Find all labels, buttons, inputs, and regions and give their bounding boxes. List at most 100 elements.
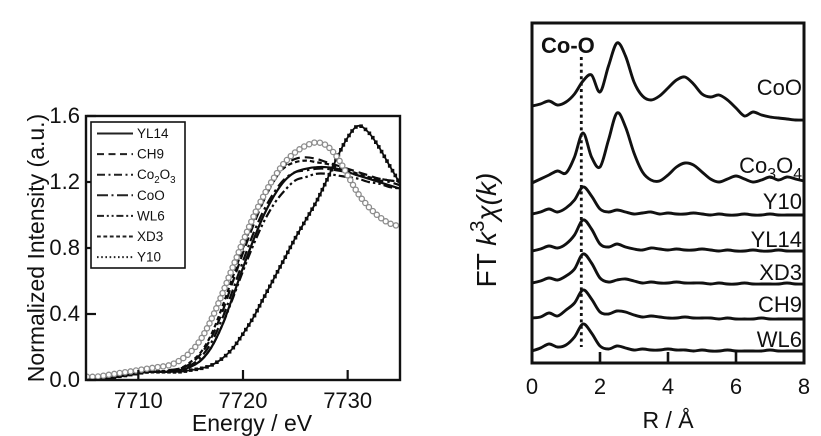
square-marker — [344, 138, 348, 142]
circle-marker — [105, 371, 113, 379]
circle-marker — [382, 218, 389, 225]
square-marker — [265, 289, 269, 293]
exafs-chart: R / Å FT k3χ(k) Co-O CoO Co3O4 Y10 YL14 XD3 C… — [467, 21, 810, 433]
legend-label: WL6 — [137, 208, 165, 223]
y-tick-label: 0.0 — [49, 367, 80, 392]
circle-marker — [321, 141, 329, 148]
square-marker — [219, 357, 224, 361]
circle-marker — [291, 149, 299, 156]
square-marker — [260, 299, 264, 303]
x-tick-label: 6 — [730, 374, 742, 399]
circle-marker — [221, 284, 228, 292]
square-marker — [334, 157, 338, 162]
square-marker — [291, 240, 295, 245]
square-marker — [322, 182, 327, 187]
square-marker — [145, 370, 149, 374]
square-marker — [237, 336, 242, 341]
circle-marker — [283, 156, 291, 164]
circle-marker — [206, 320, 213, 327]
circle-marker — [227, 269, 234, 276]
square-marker — [377, 145, 381, 149]
circle-marker — [154, 363, 161, 371]
circle-marker — [100, 372, 107, 379]
circle-marker — [276, 165, 284, 172]
circle-marker — [280, 160, 287, 168]
square-marker — [244, 327, 248, 332]
circle-marker — [333, 153, 340, 160]
legend-row-CoO: CoO — [97, 188, 165, 203]
square-marker — [367, 131, 372, 136]
square-marker — [320, 187, 325, 192]
circle-marker — [250, 213, 257, 220]
x-tick-label: 7720 — [219, 388, 268, 413]
square-marker — [194, 367, 199, 372]
square-marker — [107, 376, 111, 380]
series-label-Y10: Y10 — [763, 189, 802, 214]
square-marker — [280, 260, 285, 264]
square-marker — [227, 350, 232, 354]
series-label-Co3O4: Co3O4 — [739, 153, 802, 183]
square-marker — [167, 370, 171, 374]
circle-marker — [259, 193, 267, 201]
circle-marker — [341, 167, 349, 174]
square-marker — [350, 129, 354, 133]
left-y-axis-title: Normalized Intensity (a.u.) — [23, 114, 49, 382]
square-marker — [205, 365, 209, 369]
circle-marker — [94, 373, 102, 380]
circle-marker — [241, 233, 249, 241]
square-marker — [341, 143, 346, 147]
circle-marker — [377, 214, 385, 222]
series-label-XD3: XD3 — [759, 260, 802, 285]
legend-row-CH9: CH9 — [97, 147, 164, 162]
series-curve-YL14 — [532, 218, 804, 253]
square-marker — [268, 284, 272, 289]
square-marker — [310, 207, 314, 211]
x-tick-label: 7710 — [114, 388, 163, 413]
circle-marker — [116, 369, 123, 377]
circle-marker — [316, 139, 324, 146]
x-tick-label: 8 — [798, 374, 810, 399]
circle-marker — [336, 157, 343, 165]
circle-marker — [387, 220, 394, 228]
square-marker — [270, 279, 275, 284]
legend-label: YL14 — [137, 126, 169, 141]
square-marker — [354, 125, 358, 129]
square-marker — [262, 294, 267, 298]
right-x-axis-title: R / Å — [642, 406, 694, 433]
square-marker — [255, 308, 259, 313]
square-marker — [249, 318, 254, 323]
y-tick-label: 0.8 — [49, 235, 80, 260]
circle-marker — [149, 364, 156, 372]
square-marker — [331, 162, 336, 167]
exafs-plot-area — [532, 41, 804, 353]
circle-marker — [245, 223, 253, 230]
square-marker — [183, 369, 188, 373]
square-marker — [278, 265, 282, 269]
square-marker — [273, 274, 277, 279]
square-marker — [304, 216, 309, 221]
square-marker — [327, 173, 332, 177]
circle-marker — [287, 152, 295, 160]
circle-marker — [198, 334, 205, 342]
square-marker — [329, 167, 334, 172]
circle-marker — [175, 357, 182, 365]
square-marker — [118, 374, 122, 379]
circle-marker — [243, 228, 251, 236]
square-marker — [347, 133, 351, 138]
square-marker — [156, 370, 160, 374]
square-marker — [296, 231, 300, 235]
legend-label: CH9 — [137, 147, 164, 162]
circle-marker — [365, 203, 373, 211]
circle-marker — [267, 179, 275, 186]
series-curve-WL6 — [532, 322, 804, 353]
square-marker — [307, 212, 312, 216]
square-marker — [257, 304, 262, 308]
x-tick-label: 7730 — [323, 388, 372, 413]
legend-row-Y10: Y10 — [97, 250, 161, 265]
circle-marker — [339, 162, 346, 169]
circle-marker — [273, 169, 281, 177]
square-marker — [387, 164, 392, 168]
x-tick-label: 0 — [526, 374, 538, 399]
circle-marker — [235, 248, 242, 256]
